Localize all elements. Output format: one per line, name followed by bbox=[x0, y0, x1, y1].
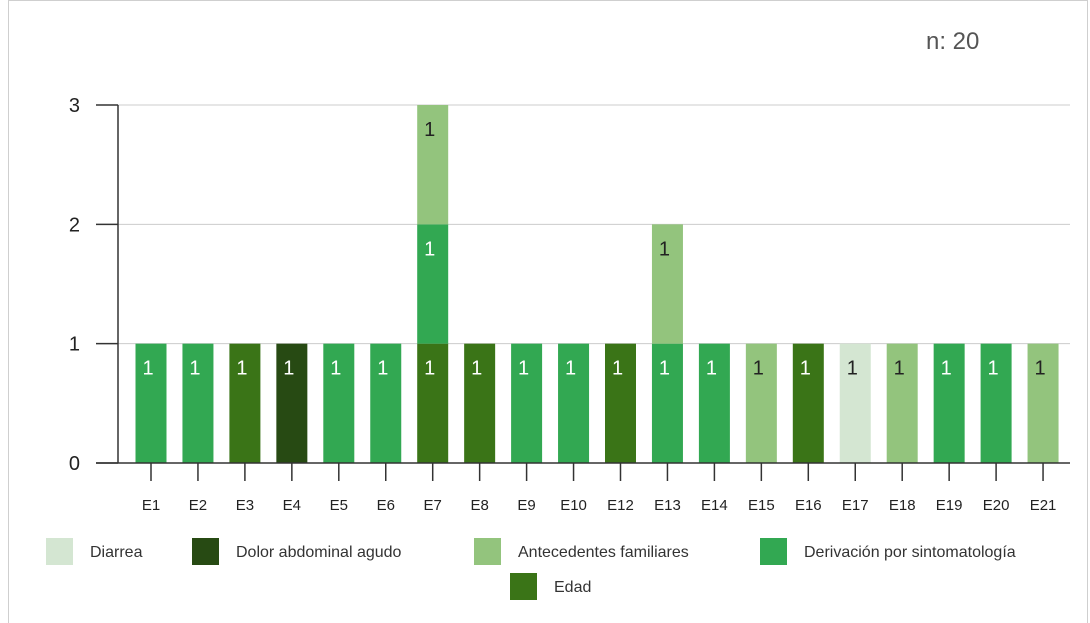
y-tick-label-1: 1 bbox=[69, 334, 80, 356]
legend-swatch-derivacion-por-sintomatologia bbox=[760, 538, 787, 565]
bar-E18-antecedentes-familiares bbox=[886, 343, 918, 463]
x-tick-label-E14: E14 bbox=[701, 497, 728, 514]
bar-E12-edad bbox=[605, 343, 636, 463]
legend-swatch-edad bbox=[510, 573, 537, 600]
legend-label-edad: Edad bbox=[554, 579, 591, 596]
data-label-E21-4: 1 bbox=[1034, 358, 1045, 380]
bar-E4-dolor-abdominal-agudo bbox=[276, 343, 308, 463]
data-label-E20-3: 1 bbox=[988, 358, 999, 380]
sample-size-label: n: 20 bbox=[926, 28, 980, 55]
bar-E21-antecedentes-familiares bbox=[1027, 343, 1059, 463]
legend-label-diarrea: Diarrea bbox=[90, 544, 143, 561]
bar-E8-edad bbox=[464, 343, 496, 463]
legend-swatch-diarrea bbox=[46, 538, 73, 565]
bar-E10-derivaci-n-por-sintomatolog-a bbox=[558, 343, 590, 463]
legend-label-derivacion-por-sintomatologia: Derivación por sintomatología bbox=[804, 544, 1016, 561]
x-tick-label-E1: E1 bbox=[142, 497, 160, 514]
bar-E19-derivaci-n-por-sintomatolog-a bbox=[933, 343, 965, 463]
data-label-E13-3: 1 bbox=[659, 358, 670, 380]
y-tick-label-2: 2 bbox=[69, 214, 80, 236]
legend-label-antecedentes-familiares: Antecedentes familiares bbox=[518, 544, 689, 561]
legend-swatch-dolor-abdominal-agudo bbox=[192, 538, 219, 565]
x-tick-label-E12: E12 bbox=[607, 497, 634, 514]
bar-E7-antecedentes-familiares bbox=[417, 105, 449, 225]
bar-E14-derivaci-n-por-sintomatolog-a bbox=[698, 343, 730, 463]
data-label-E9-3: 1 bbox=[518, 358, 529, 380]
data-label-E13-4: 1 bbox=[659, 238, 670, 260]
bar-E13-antecedentes-familiares bbox=[651, 224, 683, 344]
legend-label-dolor-abdominal-agudo: Dolor abdominal agudo bbox=[236, 544, 402, 561]
x-tick-label-E20: E20 bbox=[983, 497, 1010, 514]
data-label-E7-2: 1 bbox=[424, 358, 435, 380]
bar-E13-derivaci-n-por-sintomatolog-a bbox=[651, 343, 683, 463]
data-label-E16-2: 1 bbox=[800, 358, 811, 380]
x-tick-label-E18: E18 bbox=[889, 497, 916, 514]
data-label-E6-3: 1 bbox=[377, 358, 388, 380]
x-tick-label-E4: E4 bbox=[283, 497, 301, 514]
bar-E3-edad bbox=[229, 343, 261, 463]
bar-E1-derivaci-n-por-sintomatolog-a bbox=[135, 343, 167, 463]
bar-E9-derivaci-n-por-sintomatolog-a bbox=[511, 343, 543, 463]
x-tick-label-E3: E3 bbox=[236, 497, 254, 514]
data-label-E7-3: 1 bbox=[424, 238, 435, 260]
x-tick-label-E7: E7 bbox=[424, 497, 442, 514]
data-label-E2-3: 1 bbox=[189, 358, 200, 380]
data-label-E12-2: 1 bbox=[612, 358, 623, 380]
bar-E17-diarrea bbox=[839, 343, 871, 463]
x-tick-label-E19: E19 bbox=[936, 497, 963, 514]
data-label-E14-3: 1 bbox=[706, 358, 717, 380]
data-label-E4-1: 1 bbox=[283, 358, 294, 380]
x-tick-label-E5: E5 bbox=[330, 497, 348, 514]
data-label-E17-0: 1 bbox=[847, 358, 858, 380]
x-tick-label-E15: E15 bbox=[748, 497, 775, 514]
x-tick-label-E16: E16 bbox=[795, 497, 822, 514]
x-tick-label-E8: E8 bbox=[470, 497, 488, 514]
bar-E7-derivaci-n-por-sintomatolog-a bbox=[417, 224, 449, 344]
data-label-E10-3: 1 bbox=[565, 358, 576, 380]
y-tick-label-3: 3 bbox=[69, 95, 80, 117]
data-label-E1-3: 1 bbox=[142, 358, 153, 380]
x-tick-label-E10: E10 bbox=[560, 497, 587, 514]
data-label-E18-4: 1 bbox=[894, 358, 905, 380]
data-label-E5-3: 1 bbox=[330, 358, 341, 380]
data-label-E19-3: 1 bbox=[941, 358, 952, 380]
data-label-E15-4: 1 bbox=[753, 358, 764, 380]
x-tick-label-E13: E13 bbox=[654, 497, 681, 514]
bar-E6-derivaci-n-por-sintomatolog-a bbox=[370, 343, 402, 463]
bar-E2-derivaci-n-por-sintomatolog-a bbox=[182, 343, 214, 463]
bar-E16-edad bbox=[792, 343, 824, 463]
x-tick-label-E2: E2 bbox=[189, 497, 207, 514]
legend-swatch-antecedentes-familiares bbox=[474, 538, 501, 565]
bar-E5-derivaci-n-por-sintomatolog-a bbox=[323, 343, 355, 463]
bar-E15-antecedentes-familiares bbox=[745, 343, 777, 463]
data-label-E3-2: 1 bbox=[236, 358, 247, 380]
bar-E20-derivaci-n-por-sintomatolog-a bbox=[980, 343, 1012, 463]
data-label-E8-2: 1 bbox=[471, 358, 482, 380]
y-tick-label-0: 0 bbox=[69, 453, 80, 475]
x-tick-label-E21: E21 bbox=[1030, 497, 1057, 514]
x-tick-label-E17: E17 bbox=[842, 497, 869, 514]
chart-frame bbox=[8, 0, 1088, 623]
bar-E7-edad bbox=[417, 343, 449, 463]
x-tick-label-E6: E6 bbox=[377, 497, 395, 514]
x-tick-label-E9: E9 bbox=[517, 497, 535, 514]
data-label-E7-4: 1 bbox=[424, 119, 435, 141]
